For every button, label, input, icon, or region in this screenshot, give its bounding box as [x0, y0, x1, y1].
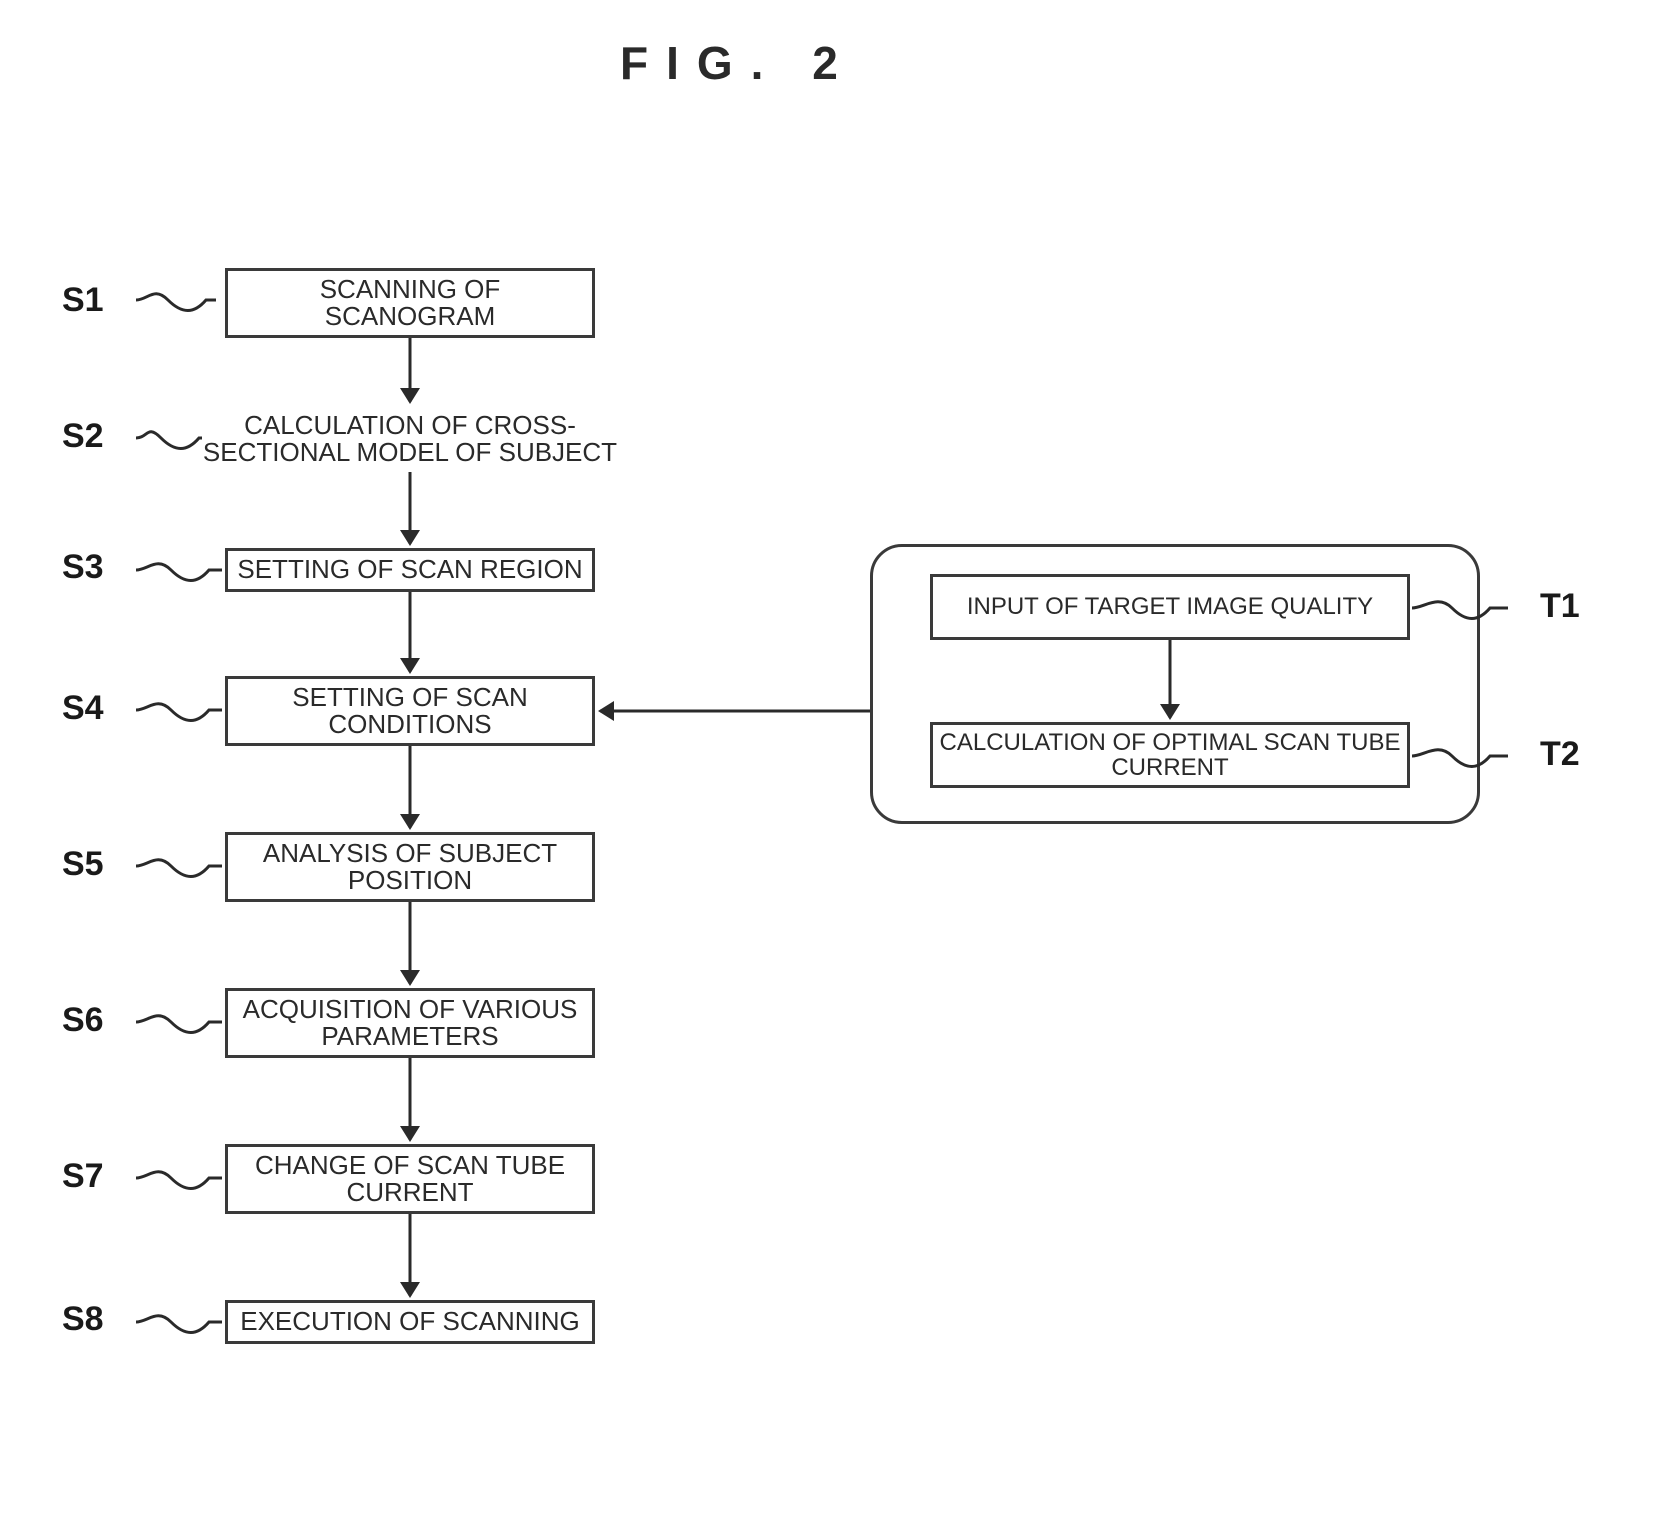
side-step-t2: CALCULATION OF OPTIMAL SCAN TUBE CURRENT [930, 722, 1410, 788]
step-s5: ANALYSIS OF SUBJECT POSITION [225, 832, 595, 902]
step-label-s8: S8 [62, 1300, 104, 1339]
side-step-t1: INPUT OF TARGET IMAGE QUALITY [930, 574, 1410, 640]
side-label-t1: T1 [1540, 587, 1580, 626]
step-s6: ACQUISITION OF VARIOUS PARAMETERS [225, 988, 595, 1058]
step-s2: CALCULATION OF CROSS- SECTIONAL MODEL OF… [195, 406, 625, 472]
side-label-t2: T2 [1540, 735, 1580, 774]
step-s7: CHANGE OF SCAN TUBE CURRENT [225, 1144, 595, 1214]
step-s1: SCANNING OF SCANOGRAM [225, 268, 595, 338]
step-label-s2: S2 [62, 417, 104, 456]
step-s8: EXECUTION OF SCANNING [225, 1300, 595, 1344]
step-s3: SETTING OF SCAN REGION [225, 548, 595, 592]
flowchart-canvas: FIG. 2 S1 SCANNING OF SCANOGRAM S2 CALCULAT… [0, 0, 1655, 1535]
step-s4: SETTING OF SCAN CONDITIONS [225, 676, 595, 746]
step-label-s6: S6 [62, 1001, 104, 1040]
step-label-s4: S4 [62, 689, 104, 728]
figure-title: FIG. 2 [620, 36, 856, 90]
step-label-s1: S1 [62, 281, 104, 320]
step-label-s3: S3 [62, 548, 104, 587]
step-label-s5: S5 [62, 845, 104, 884]
step-label-s7: S7 [62, 1157, 104, 1196]
